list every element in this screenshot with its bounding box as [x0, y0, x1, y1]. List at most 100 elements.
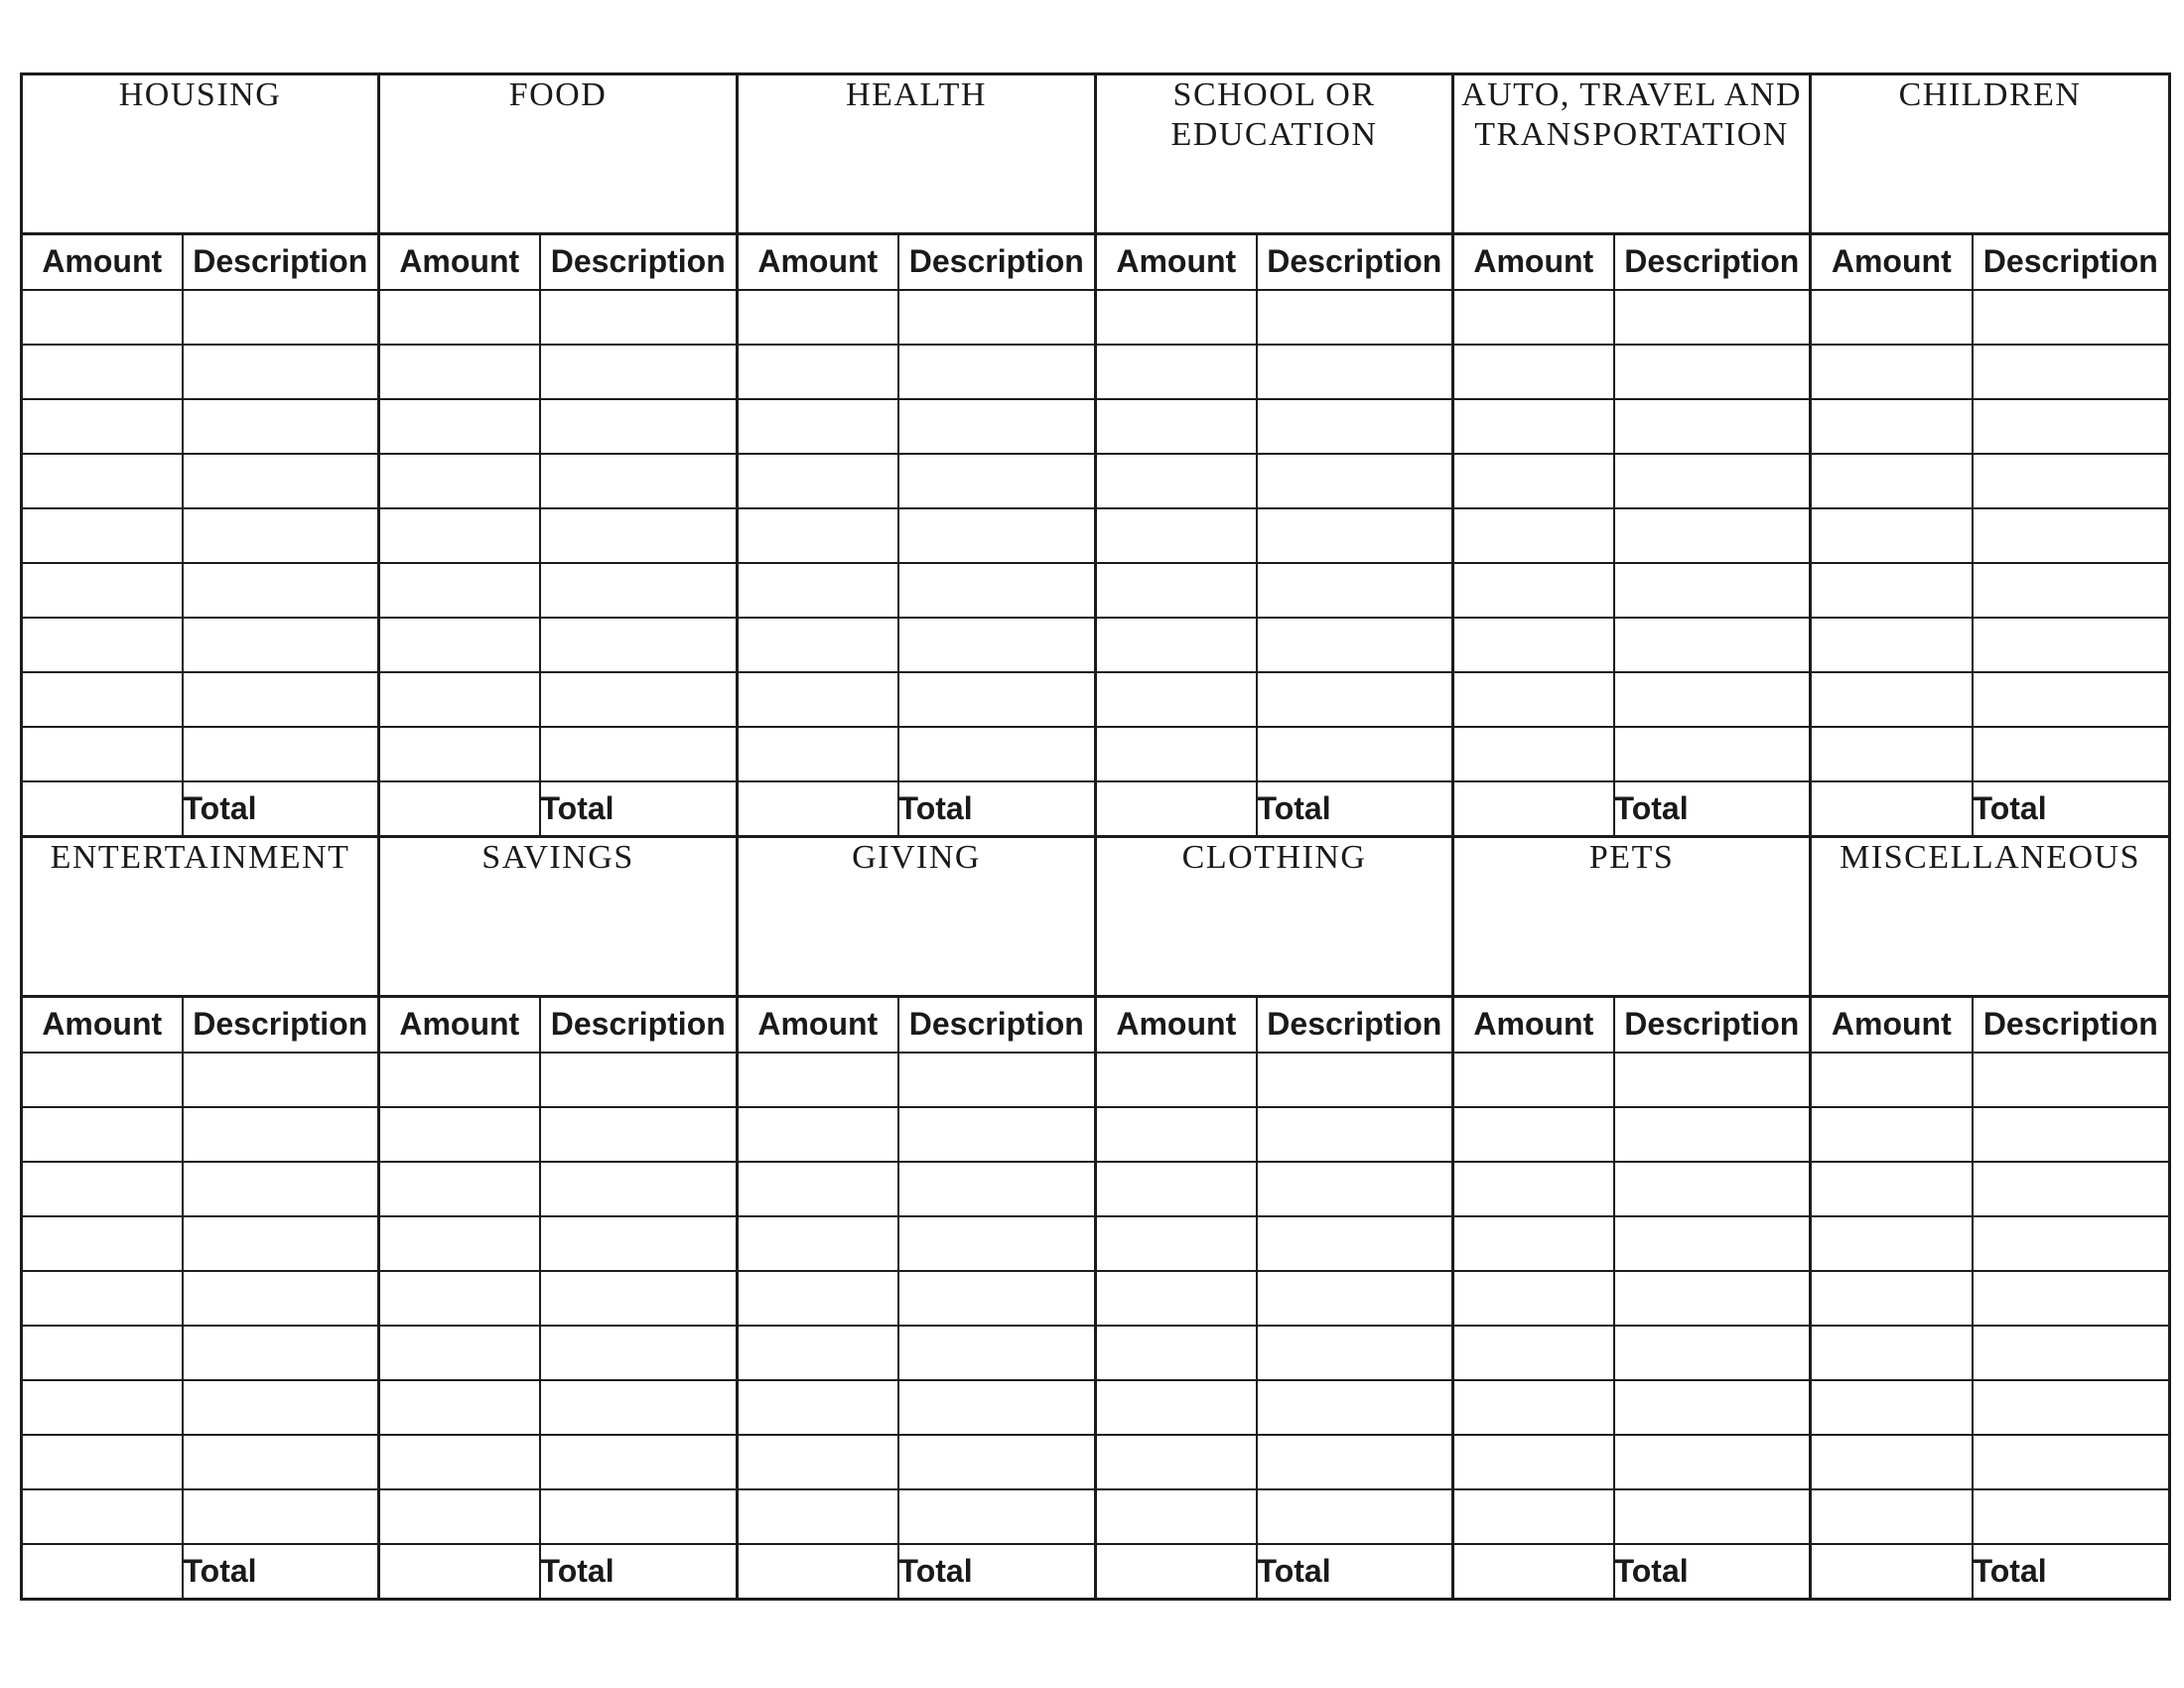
description-column-header: Description: [538, 995, 740, 1054]
amount-cell: [736, 1487, 899, 1545]
amount-cell: [1451, 452, 1615, 509]
description-cell: [896, 1269, 1098, 1327]
description-cell: [1255, 1433, 1455, 1490]
description-cell: [1971, 561, 2172, 619]
total-label: Total: [1255, 1542, 1455, 1601]
amount-cell: [377, 1105, 541, 1163]
amount-cell: [736, 1160, 899, 1217]
description-cell: [1612, 1269, 1813, 1327]
amount-cell: [377, 1160, 541, 1217]
amount-cell: [377, 1487, 541, 1545]
amount-column-header: Amount: [20, 232, 184, 291]
category-header-giving: GIVING: [736, 835, 1098, 998]
description-column-header: Description: [1971, 995, 2172, 1054]
amount-cell: [377, 670, 541, 728]
amount-cell: [377, 1269, 541, 1327]
description-cell: [1971, 452, 2172, 509]
category-header-row: ENTERTAINMENT SAVINGS GIVING CLOTHING PE…: [19, 835, 2172, 998]
amount-cell: [1809, 1378, 1974, 1436]
amount-cell: [377, 1214, 541, 1272]
description-cell: [1255, 343, 1455, 400]
description-cell: [538, 288, 740, 346]
description-cell: [1255, 506, 1455, 564]
amount-cell: [1451, 725, 1615, 782]
amount-cell: [736, 343, 899, 400]
description-cell: [1255, 452, 1455, 509]
description-cell: [538, 506, 740, 564]
amount-cell: [377, 506, 541, 564]
description-column-header: Description: [181, 232, 380, 291]
amount-cell: [1451, 1160, 1615, 1217]
description-cell: [538, 725, 740, 782]
empty-data-row: [20, 1487, 2172, 1545]
description-cell: [1612, 1214, 1813, 1272]
description-cell: [181, 1160, 381, 1217]
description-cell: [181, 1378, 381, 1436]
category-header-row: HOUSING FOOD HEALTH SCHOOL OR EDUCATION …: [20, 72, 2172, 235]
category-header-clothing: CLOTHING: [1094, 835, 1455, 998]
description-cell: [1612, 397, 1813, 455]
description-cell: [538, 1105, 740, 1163]
description-cell: [1612, 1051, 1813, 1108]
total-label: Total: [1255, 779, 1455, 838]
description-cell: [1255, 725, 1455, 782]
amount-cell: [377, 1051, 541, 1108]
amount-cell: [1451, 561, 1615, 619]
description-cell: [1255, 1105, 1455, 1163]
amount-cell: [1094, 288, 1258, 346]
total-label: Total: [1971, 1542, 2172, 1601]
budget-table-top: HOUSING FOOD HEALTH SCHOOL OR EDUCATION …: [20, 72, 2172, 838]
amount-column-header: Amount: [736, 995, 899, 1054]
category-header-miscellaneous: MISCELLANEOUS: [1809, 835, 2172, 998]
amount-cell: [1809, 1269, 1974, 1327]
amount-cell: [1451, 1269, 1615, 1327]
description-cell: [1971, 1487, 2172, 1545]
description-cell: [896, 1160, 1098, 1217]
amount-cell: [1809, 288, 1974, 346]
amount-cell: [1809, 725, 1974, 782]
amount-cell: [1094, 561, 1258, 619]
amount-cell: [20, 1269, 184, 1327]
column-header-row: Amount Description Amount Description Am…: [20, 232, 2172, 291]
description-cell: [896, 1105, 1098, 1163]
amount-cell: [1094, 1433, 1258, 1490]
amount-cell: [736, 616, 899, 673]
description-cell: [538, 343, 740, 400]
amount-cell: [377, 288, 541, 346]
description-cell: [181, 1324, 381, 1381]
amount-cell: [1094, 397, 1258, 455]
description-cell: [1971, 288, 2172, 346]
description-cell: [1971, 343, 2172, 400]
description-column-header: Description: [896, 995, 1098, 1054]
amount-column-header: Amount: [1094, 232, 1258, 291]
amount-cell: [736, 506, 899, 564]
total-amount-cell: [736, 1542, 899, 1601]
description-column-header: Description: [1612, 995, 1813, 1054]
description-cell: [538, 1487, 740, 1545]
description-cell: [1255, 1214, 1455, 1272]
amount-cell: [1809, 1433, 1974, 1490]
description-cell: [181, 1269, 381, 1327]
amount-cell: [1809, 1105, 1974, 1163]
description-cell: [1612, 616, 1813, 673]
description-cell: [538, 1378, 740, 1436]
description-cell: [1612, 288, 1813, 346]
category-header-housing: HOUSING: [20, 72, 380, 235]
category-header-health: HEALTH: [736, 72, 1098, 235]
amount-column-header: Amount: [377, 995, 541, 1054]
amount-cell: [1451, 670, 1615, 728]
description-cell: [1612, 343, 1813, 400]
description-cell: [538, 1433, 740, 1490]
total-amount-cell: [377, 1542, 541, 1601]
description-cell: [896, 1051, 1098, 1108]
total-amount-cell: [1094, 1542, 1258, 1601]
category-header-children: CHILDREN: [1809, 72, 2172, 235]
amount-cell: [1451, 1214, 1615, 1272]
description-cell: [181, 1051, 381, 1108]
description-cell: [1612, 1105, 1813, 1163]
description-cell: [1255, 1378, 1455, 1436]
description-cell: [181, 561, 380, 619]
description-cell: [1612, 1487, 1813, 1545]
description-cell: [1971, 1378, 2172, 1436]
amount-column-header: Amount: [1094, 995, 1258, 1054]
